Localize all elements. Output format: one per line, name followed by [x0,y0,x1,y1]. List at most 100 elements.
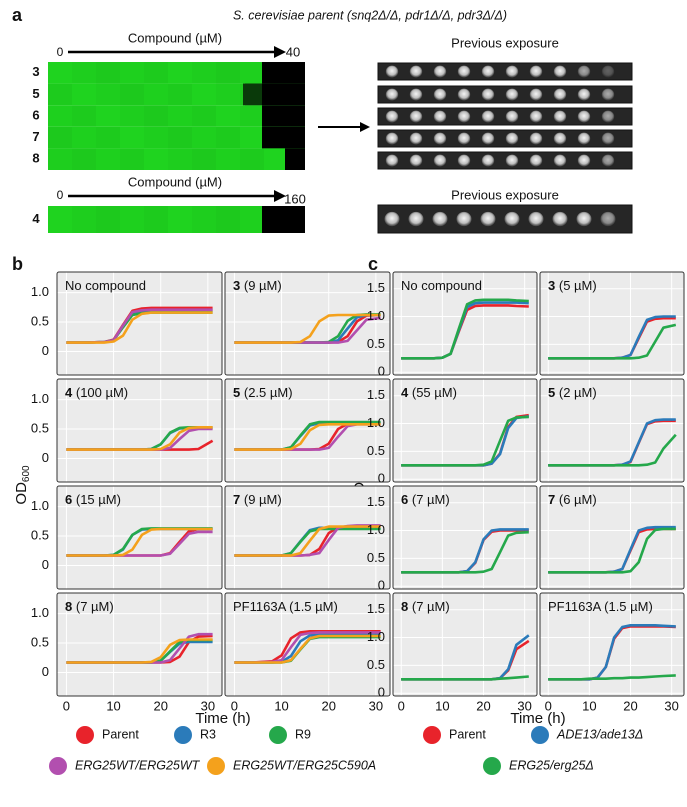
growth-panel: 8 (7 µM) 0 0.5 1.0 0 10 20 30 [31,592,223,713]
spot [457,154,471,167]
title-text: (7 µM) [412,492,450,507]
spot [529,110,543,123]
growth-panel: 8 (7 µM) 0 0.5 1.0 1.5 0 10 20 30 [367,592,538,713]
heat-tile [72,206,96,233]
heat-tile [72,148,96,170]
heat-cell [285,148,305,170]
y-tick-label: 0.5 [31,634,49,649]
exposure-label: Previous exposure [451,35,559,50]
arrow-head [360,122,370,132]
spot [433,154,447,167]
spot [456,211,472,227]
heat-tile [120,62,144,84]
spot [577,132,591,145]
panel-border [392,271,538,376]
spot [409,132,423,145]
y-tick-label: 0.5 [367,657,385,672]
heat-cell [262,206,305,233]
spot [433,110,447,123]
row-label: 4 [32,211,40,226]
spot [505,132,519,145]
heat-cell [48,83,305,106]
heat-tile [120,148,144,170]
title-text: (7 µM) [76,599,114,614]
legend-label: Parent [449,727,486,741]
heat-tile [120,83,144,106]
y-tick-label: 0.5 [367,336,385,351]
heat-tile [144,206,168,233]
legend-label: ADE13/ade13Δ [556,727,643,741]
growth-panel: No compound 0 0.5 1.0 1.5 [367,271,538,379]
spot [384,211,400,227]
heat-tile [168,84,192,106]
panel-border [392,378,538,483]
compound-id: 5 [548,385,555,400]
growth-curve [548,323,677,360]
spot [457,110,471,123]
growth-curve [234,423,381,451]
heat-tile [216,206,240,233]
y-tick-label: 0.5 [367,550,385,565]
legend-label: ERG25/erg25Δ [509,758,594,772]
heat-tile [96,148,120,170]
growth-curve [66,527,213,557]
panel-border [56,592,223,697]
x-tick-label: 0 [63,698,70,713]
y-tick-label: 0 [42,664,49,679]
row-label: 3 [32,64,39,79]
spot [505,110,519,123]
x-tick-label: 30 [201,698,215,713]
spot [601,154,615,167]
panel-title: S. cerevisiae parent (snq2Δ/Δ, pdr1Δ/Δ, … [233,8,507,22]
heat-tile [216,62,240,84]
legend-swatch [207,757,225,775]
growth-panel: 6 (7 µM) 0 0.5 1.0 1.5 [367,485,538,593]
spot [385,154,399,167]
spot [457,88,471,101]
panel-border [539,271,685,376]
legend-swatch [423,726,441,744]
heat-tile [240,148,264,170]
growth-curve [401,415,529,467]
compound-id: 7 [548,492,555,507]
spot [553,110,567,123]
y-tick-label: 0 [378,685,385,700]
y-tick-label: 0 [42,450,49,465]
spot [457,132,471,145]
spot [577,65,591,78]
heat-tile [144,84,168,106]
legend-swatch [483,757,501,775]
compound-id: 4 [65,385,73,400]
y-tick-label: 1.0 [367,308,385,323]
heat-tile [48,126,72,149]
y-axis-label: OD600 [13,465,32,505]
y-tick-label: 0 [378,364,385,379]
heat-tile [192,148,216,170]
growth-curve [66,311,213,344]
title-text: (7 µM) [412,599,450,614]
compound-id: 4 [401,385,409,400]
growth-panel: 5 (2.5 µM) [224,378,391,483]
y-tick-label: 1.0 [31,391,49,406]
spot [385,88,399,101]
growth-curve [66,426,213,451]
heat-cell [48,126,305,149]
y-tick-label: 1.0 [31,284,49,299]
panel-title: No compound [401,278,482,293]
spot [385,65,399,78]
row-label: 5 [32,86,39,101]
panel-label: a [12,5,23,25]
panel-label: b [12,254,23,274]
legend-label: ERG25WT/ERG25WT [75,758,201,772]
legend-label: R9 [295,727,311,741]
x-axis-label: Time (h) [510,710,565,727]
spot [601,88,615,101]
heat-tile [48,84,72,106]
panel-title: 5 (2.5 µM) [233,385,293,400]
growth-panel: 5 (2 µM) [539,378,685,483]
heat-cell [48,148,305,170]
x-tick-label: 20 [476,698,490,713]
panel-background [225,593,390,696]
compound-id: 3 [233,278,240,293]
